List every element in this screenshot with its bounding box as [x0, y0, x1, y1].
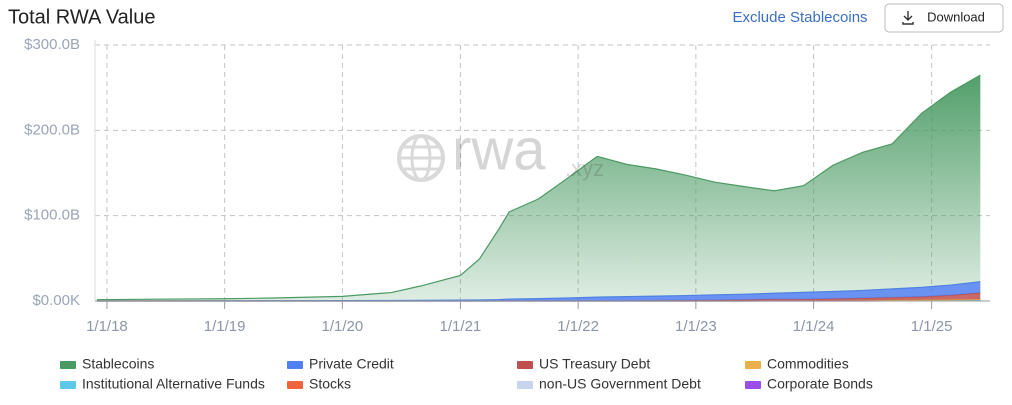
area: [96, 75, 981, 301]
plot-area: [94, 40, 990, 309]
legend-label: Private Credit: [309, 356, 394, 372]
watermark-globe: [397, 134, 445, 182]
exclude-stablecoins[interactable]: Exclude Stablecoins: [732, 9, 867, 26]
y-tick-label: $0.00K: [32, 292, 80, 309]
download-box[interactable]: [884, 3, 1004, 33]
legend-swatch: [745, 361, 761, 369]
x-tick-label: 1/1/25: [911, 318, 953, 335]
watermark-globe: [399, 145, 443, 171]
legend-label: non-US Government Debt: [539, 376, 701, 392]
download-label[interactable]: Download: [927, 9, 985, 24]
legend-swatch: [287, 361, 303, 369]
y-tick-label: $300.0B: [24, 36, 80, 53]
legend-swatch: [517, 381, 533, 389]
watermark-text: rwa: [452, 117, 546, 182]
y-tick-label: $100.0B: [24, 207, 80, 224]
legend-swatch: [60, 361, 76, 369]
x-tick-label: 1/1/21: [440, 318, 482, 335]
download-icon: [902, 11, 914, 25]
y-tick-label: $200.0B: [24, 121, 80, 138]
legend-swatch: [287, 381, 303, 389]
legend-label: Institutional Alternative Funds: [82, 376, 265, 392]
x-tick-label: 1/1/24: [793, 318, 835, 335]
legend-swatch: [745, 381, 761, 389]
legend-swatch: [60, 381, 76, 389]
x-tick-label: 1/1/23: [675, 318, 717, 335]
watermark: rwa .xyz: [397, 117, 604, 182]
x-tick-label: 1/1/19: [204, 318, 246, 335]
legend-label: US Treasury Debt: [539, 356, 650, 372]
x-tick-label: 1/1/18: [86, 318, 128, 335]
chart-title: Total RWA Value: [8, 6, 155, 28]
x-tick-label: 1/1/22: [557, 318, 599, 335]
area: [96, 281, 981, 301]
legend-swatch: [517, 361, 533, 369]
legend-label: Stocks: [309, 376, 351, 392]
watermark-suffix: .xyz: [565, 156, 604, 181]
legend-label: Stablecoins: [82, 356, 154, 372]
download-button[interactable]: Download: [884, 3, 1004, 33]
legend-label: Commodities: [767, 356, 849, 372]
area-line: [96, 74, 981, 301]
watermark-globe: [410, 134, 432, 182]
x-tick-label: 1/1/20: [322, 318, 364, 335]
legend-label: Corporate Bonds: [767, 376, 873, 392]
